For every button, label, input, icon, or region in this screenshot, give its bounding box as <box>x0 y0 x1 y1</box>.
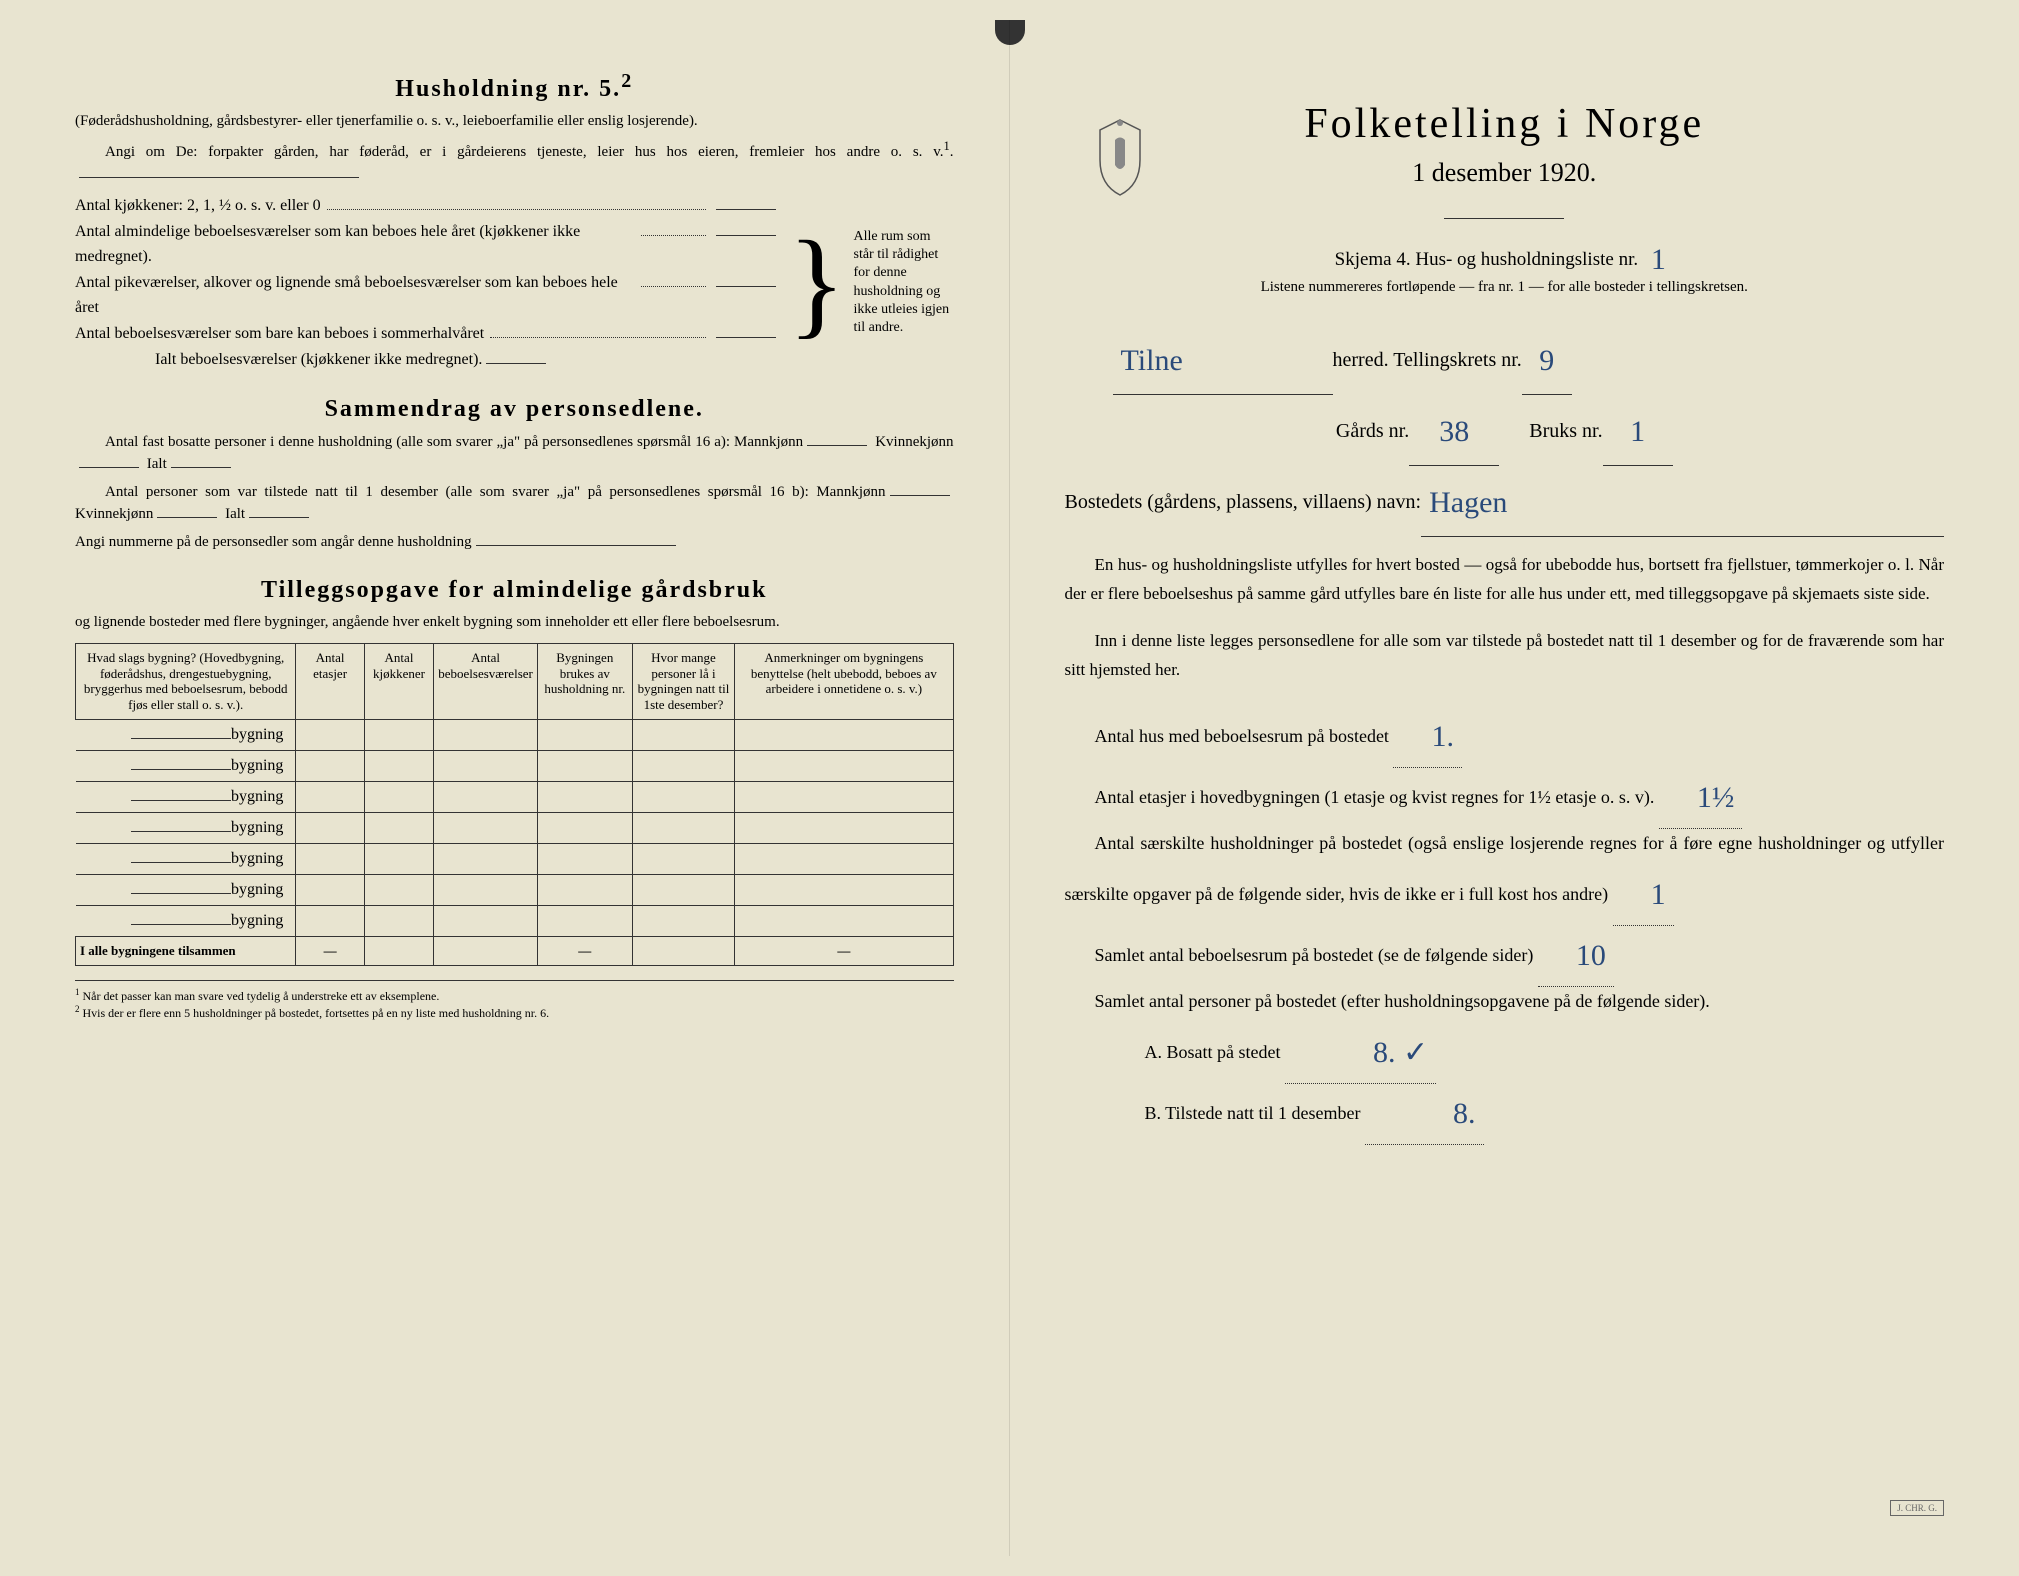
q3-value: 1 <box>1613 865 1674 926</box>
total-label: I alle bygningene tilsammen <box>76 936 296 965</box>
coat-of-arms-icon <box>1085 115 1155 200</box>
q1: Antal hus med beboelsesrum på bostedet 1… <box>1065 703 1945 764</box>
rooms-total: Ialt beboelsesværelser (kjøkkener ikke m… <box>155 347 482 373</box>
q1-value: 1. <box>1393 707 1462 768</box>
th-anmerk: Anmerkninger om bygningens benyttelse (h… <box>735 644 953 719</box>
qB-value: 8. <box>1365 1084 1484 1145</box>
herred-row: Tilne herred. Tellingskrets nr. 9 <box>1065 324 1945 391</box>
footnotes: 1 Når det passer kan man svare ved tydel… <box>75 980 954 1021</box>
table-row: bygning <box>76 750 954 781</box>
skjema-nr-value: 1 <box>1643 243 1674 276</box>
subtitle: 1 desember 1920. <box>1065 158 1945 188</box>
th-personer: Hvor mange personer lå i bygningen natt … <box>632 644 734 719</box>
intro-note-2: Angi om De: forpakter gården, har føderå… <box>75 138 954 185</box>
th-vaerelser: Antal beboelsesværelser <box>434 644 538 719</box>
tillegg-sub: og lignende bosteder med flere bygninger… <box>75 612 954 633</box>
bruks-nr: 1 <box>1603 399 1673 466</box>
skjema-line: Skjema 4. Hus- og husholdningsliste nr. … <box>1065 239 1945 273</box>
census-document: Husholdning nr. 5.2 (Føderådshusholdning… <box>20 20 1999 1556</box>
sammendrag-2: Antal personer som var tilstede natt til… <box>75 481 954 525</box>
intro-note-1: (Føderådshusholdning, gårdsbestyrer- ell… <box>75 111 954 132</box>
qA: A. Bosatt på stedet 8. ✓ <box>1065 1019 1945 1080</box>
herred-value: Tilne <box>1113 328 1333 395</box>
para-1: En hus- og husholdningsliste utfylles fo… <box>1065 551 1945 609</box>
sammendrag-title: Sammendrag av personsedlene. <box>75 396 954 423</box>
right-page: Folketelling i Norge 1 desember 1920. Sk… <box>1010 20 2000 1556</box>
q4: Samlet antal beboelsesrum på bostedet (s… <box>1065 922 1945 983</box>
rooms-group: Antal kjøkkener: 2, 1, ½ o. s. v. eller … <box>75 193 954 372</box>
tillegg-title: Tilleggsopgave for almindelige gårdsbruk <box>75 577 954 604</box>
bosted-row: Bostedets (gårdens, plassens, villaens) … <box>1065 466 1945 533</box>
rooms-line-2: Antal pikeværelser, alkover og lignende … <box>75 270 635 321</box>
qA-value: 8. ✓ <box>1285 1023 1436 1084</box>
q2: Antal etasjer i hovedbygningen (1 etasje… <box>1065 764 1945 825</box>
sammendrag-1: Antal fast bosatte personer i denne hush… <box>75 431 954 475</box>
kitchens-line: Antal kjøkkener: 2, 1, ½ o. s. v. eller … <box>75 193 321 219</box>
th-husholdning: Bygningen brukes av husholdning nr. <box>537 644 632 719</box>
table-row: bygning <box>76 812 954 843</box>
divider <box>1444 218 1564 219</box>
sammendrag-3: Angi nummerne på de personsedler som ang… <box>75 531 954 553</box>
q5: Samlet antal personer på bostedet (efter… <box>1065 983 1945 1019</box>
krets-nr: 9 <box>1522 328 1572 395</box>
th-etasjer: Antal etasjer <box>296 644 364 719</box>
qB: B. Tilstede natt til 1 desember 8. <box>1065 1080 1945 1141</box>
building-table: Hvad slags bygning? (Hovedbygning, føder… <box>75 643 954 965</box>
table-row: bygning <box>76 905 954 936</box>
brace-note: Alle rum som står til rådighet for denne… <box>854 228 954 337</box>
printer-stamp: J. CHR. G. <box>1890 1500 1944 1516</box>
brace-icon: } <box>788 235 846 331</box>
skjema-note: Listene nummereres fortløpende — fra nr.… <box>1065 279 1945 296</box>
table-row: bygning <box>76 843 954 874</box>
th-type: Hvad slags bygning? (Hovedbygning, føder… <box>76 644 296 719</box>
q2-value: 1½ <box>1659 768 1743 829</box>
rooms-line-1: Antal almindelige beboelsesværelser som … <box>75 219 635 270</box>
gards-nr: 38 <box>1409 399 1499 466</box>
rooms-line-3: Antal beboelsesværelser som bare kan beb… <box>75 321 484 347</box>
table-row: bygning <box>76 719 954 750</box>
table-row: bygning <box>76 781 954 812</box>
table-row: bygning <box>76 874 954 905</box>
para-2: Inn i denne liste legges personsedlene f… <box>1065 627 1945 685</box>
gards-row: Gårds nr. 38 Bruks nr. 1 <box>1065 395 1945 462</box>
bosted-value: Hagen <box>1421 470 1944 537</box>
main-title: Folketelling i Norge <box>1065 100 1945 148</box>
left-page: Husholdning nr. 5.2 (Føderådshusholdning… <box>20 20 1010 1556</box>
th-kjokkener: Antal kjøkkener <box>364 644 434 719</box>
q3: Antal særskilte husholdninger på bostede… <box>1065 825 1945 922</box>
q4-value: 10 <box>1538 926 1614 987</box>
household-title: Husholdning nr. 5.2 <box>75 70 954 103</box>
